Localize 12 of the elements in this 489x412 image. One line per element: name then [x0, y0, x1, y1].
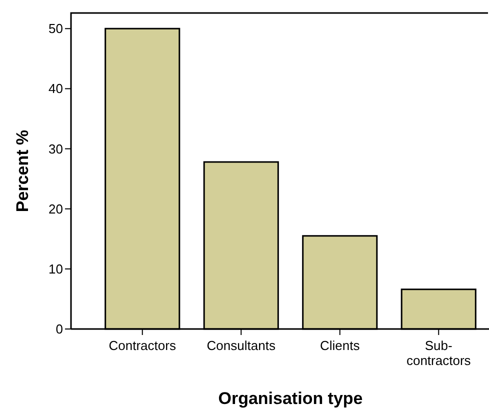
x-tick-label: Sub-contractors: [406, 338, 472, 368]
y-tick-label: 10: [48, 261, 63, 276]
y-tick-label: 30: [48, 141, 63, 156]
x-tick-label: Contractors: [108, 338, 176, 353]
x-tick-label: Clients: [320, 338, 360, 353]
x-tick-label: Consultants: [206, 338, 276, 353]
y-tick-label: 0: [56, 322, 63, 337]
y-tick-label: 50: [48, 21, 63, 36]
y-tick-label: 20: [48, 201, 63, 216]
y-tick-label: 40: [48, 81, 63, 96]
x-axis-title: Organisation type: [218, 389, 363, 408]
y-axis-title: Percent %: [13, 130, 32, 212]
